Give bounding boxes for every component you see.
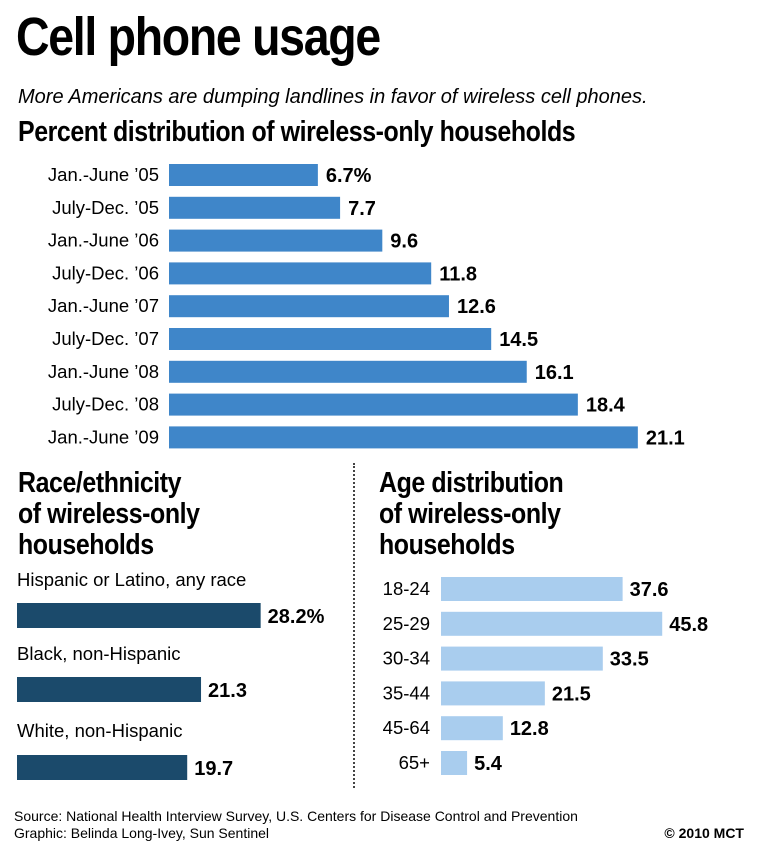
age-title-line-1: Age distribution (379, 467, 564, 499)
trend-bar (169, 196, 341, 219)
trend-category-label: Jan.-June ’06 (48, 230, 159, 251)
trend-bar (169, 229, 383, 252)
trend-category-label: Jan.-June ’08 (48, 361, 159, 382)
panel-divider (353, 463, 355, 788)
race-bar (17, 603, 261, 628)
trend-value-label: 11.8 (439, 263, 477, 285)
page-title: Cell phone usage (16, 7, 381, 67)
trend-value-label: 12.6 (457, 296, 496, 318)
trend-bar (169, 360, 527, 383)
age-category-label: 65+ (399, 752, 430, 773)
age-bar (441, 716, 503, 741)
race-value-label: 19.7 (194, 758, 233, 780)
age-value-label: 12.8 (510, 718, 549, 740)
trend-value-label: 6.7% (326, 165, 372, 187)
trend-value-label: 7.7 (348, 198, 376, 220)
copyright-label: © 2010 MCT (664, 825, 744, 841)
trend-bar (169, 328, 492, 350)
age-category-label: 25-29 (383, 613, 430, 634)
race-bar (17, 755, 188, 780)
trend-category-label: July-Dec. ’06 (52, 262, 159, 283)
trend-category-label: July-Dec. ’07 (52, 328, 159, 349)
trend-value-label: 14.5 (499, 329, 538, 351)
trend-chart-title: Percent distribution of wireless-only ho… (18, 116, 576, 148)
race-value-label: 28.2% (268, 606, 325, 628)
race-category-label: Black, non-Hispanic (17, 643, 181, 664)
race-title-line-3: households (18, 529, 154, 561)
trend-bar (169, 393, 578, 416)
race-title-line-2: of wireless-only (18, 498, 200, 530)
trend-category-label: July-Dec. ’08 (52, 394, 159, 415)
age-category-label: 18-24 (383, 578, 430, 599)
age-bar (441, 751, 468, 775)
race-category-label: White, non-Hispanic (17, 720, 183, 741)
trend-category-label: Jan.-June ’05 (48, 164, 159, 185)
race-chart-title: Race/ethnicity of wireless-only househol… (18, 468, 200, 561)
age-bar (441, 577, 623, 601)
age-value-label: 45.8 (669, 614, 708, 636)
trend-value-label: 9.6 (390, 231, 418, 253)
trend-bar (169, 164, 318, 186)
graphic-credit: Graphic: Belinda Long-Ivey, Sun Sentinel (14, 825, 270, 841)
trend-bar (169, 426, 638, 449)
age-category-label: 35-44 (383, 682, 430, 703)
source-note: Source: National Health Interview Survey… (14, 808, 578, 842)
trend-category-label: Jan.-June ’07 (48, 295, 159, 316)
trend-category-label: July-Dec. ’05 (52, 197, 159, 218)
age-category-label: 45-64 (383, 717, 430, 738)
age-value-label: 21.5 (552, 683, 591, 705)
trend-value-label: 16.1 (535, 362, 574, 384)
age-value-label: 33.5 (610, 649, 649, 671)
age-bar (441, 681, 545, 706)
race-value-label: 21.3 (208, 680, 247, 702)
source-line: Source: National Health Interview Survey… (14, 808, 578, 824)
trend-bar (169, 295, 449, 318)
page-subtitle: More Americans are dumping landlines in … (18, 86, 648, 108)
age-value-label: 37.6 (630, 579, 669, 601)
age-bar (441, 646, 603, 671)
age-value-label: 5.4 (474, 753, 503, 775)
age-title-line-3: households (379, 529, 515, 561)
trend-value-label: 18.4 (586, 395, 626, 417)
race-bar (17, 677, 202, 702)
age-category-label: 30-34 (383, 648, 430, 669)
race-title-line-1: Race/ethnicity (18, 467, 182, 499)
age-bar (441, 611, 663, 636)
trend-bar (169, 262, 432, 285)
trend-category-label: Jan.-June ’09 (48, 426, 159, 447)
age-chart-title: Age distribution of wireless-only househ… (379, 467, 564, 561)
age-title-line-2: of wireless-only (379, 498, 561, 530)
race-category-label: Hispanic or Latino, any race (17, 569, 246, 590)
trend-value-label: 21.1 (646, 427, 685, 449)
